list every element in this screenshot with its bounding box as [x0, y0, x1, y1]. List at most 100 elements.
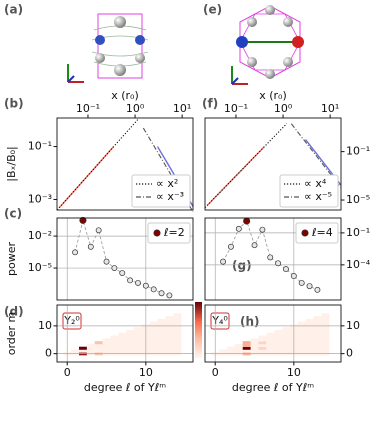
heat-cell	[165, 349, 174, 353]
heat-cell	[157, 338, 166, 342]
heat-cell	[266, 338, 275, 342]
heat-cell	[110, 341, 119, 345]
y-tick-label: 10⁻¹	[346, 145, 370, 158]
series-line	[56, 118, 140, 211]
heat-cell	[250, 349, 259, 353]
heat-cell	[79, 349, 88, 353]
point	[142, 282, 149, 289]
x-tick-label: 10⁻¹	[224, 102, 248, 115]
heat-cell	[234, 346, 244, 350]
point	[290, 273, 297, 279]
heat-cell	[313, 332, 322, 336]
heat-cell	[282, 335, 291, 339]
heat-cell	[110, 338, 119, 342]
y-axis-label: |Bₓ/B₀|	[5, 146, 18, 182]
heat-cell	[126, 341, 135, 345]
heat-cell	[266, 343, 275, 348]
heat-cell	[173, 316, 182, 320]
heat-cell	[126, 349, 135, 353]
heat-cell	[134, 332, 143, 336]
heat-cell	[321, 330, 330, 334]
heat-cell	[313, 316, 322, 320]
heat-cell	[305, 338, 314, 342]
heat-cell	[118, 346, 127, 350]
heat-cell	[173, 341, 182, 345]
x-tick-label: 10⁰	[126, 102, 145, 115]
heat-cell	[157, 341, 166, 345]
heat-cell	[134, 327, 143, 331]
heat-cell	[134, 349, 143, 353]
point	[314, 286, 321, 293]
heat-cell	[134, 343, 143, 348]
heat-cell	[305, 349, 314, 353]
heat-cell	[126, 330, 135, 334]
heat-cell	[110, 349, 119, 353]
point	[135, 279, 141, 286]
heat-cell	[297, 338, 306, 342]
heat-cell	[102, 338, 111, 342]
panel-label: (g)	[232, 259, 252, 273]
heat-cell	[297, 321, 306, 325]
y-tick-label: 10	[346, 319, 360, 332]
heat-cell	[134, 335, 143, 339]
heat-cell	[297, 346, 306, 350]
heat-cell	[242, 349, 251, 353]
heat-cell	[274, 338, 283, 342]
heat-cell	[110, 343, 119, 348]
heat-cell	[313, 343, 322, 348]
heat-cell	[118, 343, 127, 348]
heat-cell	[274, 335, 283, 339]
heat-cell	[305, 335, 314, 339]
y-axis-label: order m	[5, 312, 18, 356]
legend-swatch	[153, 229, 161, 237]
heat-cell	[258, 338, 267, 342]
heat-cell	[157, 346, 166, 350]
heat-cell	[305, 346, 314, 350]
heat-cell	[250, 343, 259, 348]
heat-cell	[297, 330, 306, 334]
heat-cell	[102, 341, 111, 345]
heat-cell	[297, 335, 306, 339]
heat-cell	[313, 330, 322, 334]
axes-frame	[204, 117, 342, 211]
legend-box	[279, 174, 339, 208]
point	[267, 254, 274, 261]
heat-cell	[126, 335, 135, 339]
point	[235, 225, 242, 232]
heat-cell	[227, 349, 236, 353]
heat-cell	[313, 335, 322, 339]
heat-cell	[173, 338, 182, 342]
heat-cell	[126, 338, 135, 342]
point	[72, 249, 79, 256]
y-tick-label: 10⁻⁵	[28, 261, 52, 274]
heat-cell	[266, 332, 275, 336]
heat-cell	[165, 330, 174, 334]
y-tick-label: 10⁻⁴	[346, 258, 371, 271]
point	[283, 266, 289, 273]
heat-cell	[297, 349, 306, 353]
model-image-e	[231, 5, 304, 85]
heat-cell	[157, 318, 166, 322]
heat-cell	[149, 343, 158, 348]
heat-cell	[282, 343, 291, 348]
heat-cell	[102, 346, 111, 350]
heat-cell	[305, 330, 314, 334]
heat-cell	[305, 343, 314, 348]
heat-cell	[86, 346, 96, 350]
heat-cell	[321, 338, 330, 342]
heat-cell	[321, 335, 330, 339]
x-tick-label: 10	[287, 366, 301, 379]
heat-cell	[173, 335, 182, 339]
heat-cell	[173, 313, 182, 317]
heat-cell	[94, 341, 103, 345]
heat-cell	[79, 346, 88, 350]
heat-cell	[297, 343, 306, 348]
x-tick-label: 10	[139, 366, 153, 379]
x-tick-label: 10⁰	[274, 102, 293, 115]
panel-label: (d)	[4, 305, 24, 319]
heat-cell	[274, 346, 283, 350]
heat-cell	[313, 338, 322, 342]
heat-cell	[321, 313, 330, 317]
legend-swatch	[301, 229, 309, 237]
